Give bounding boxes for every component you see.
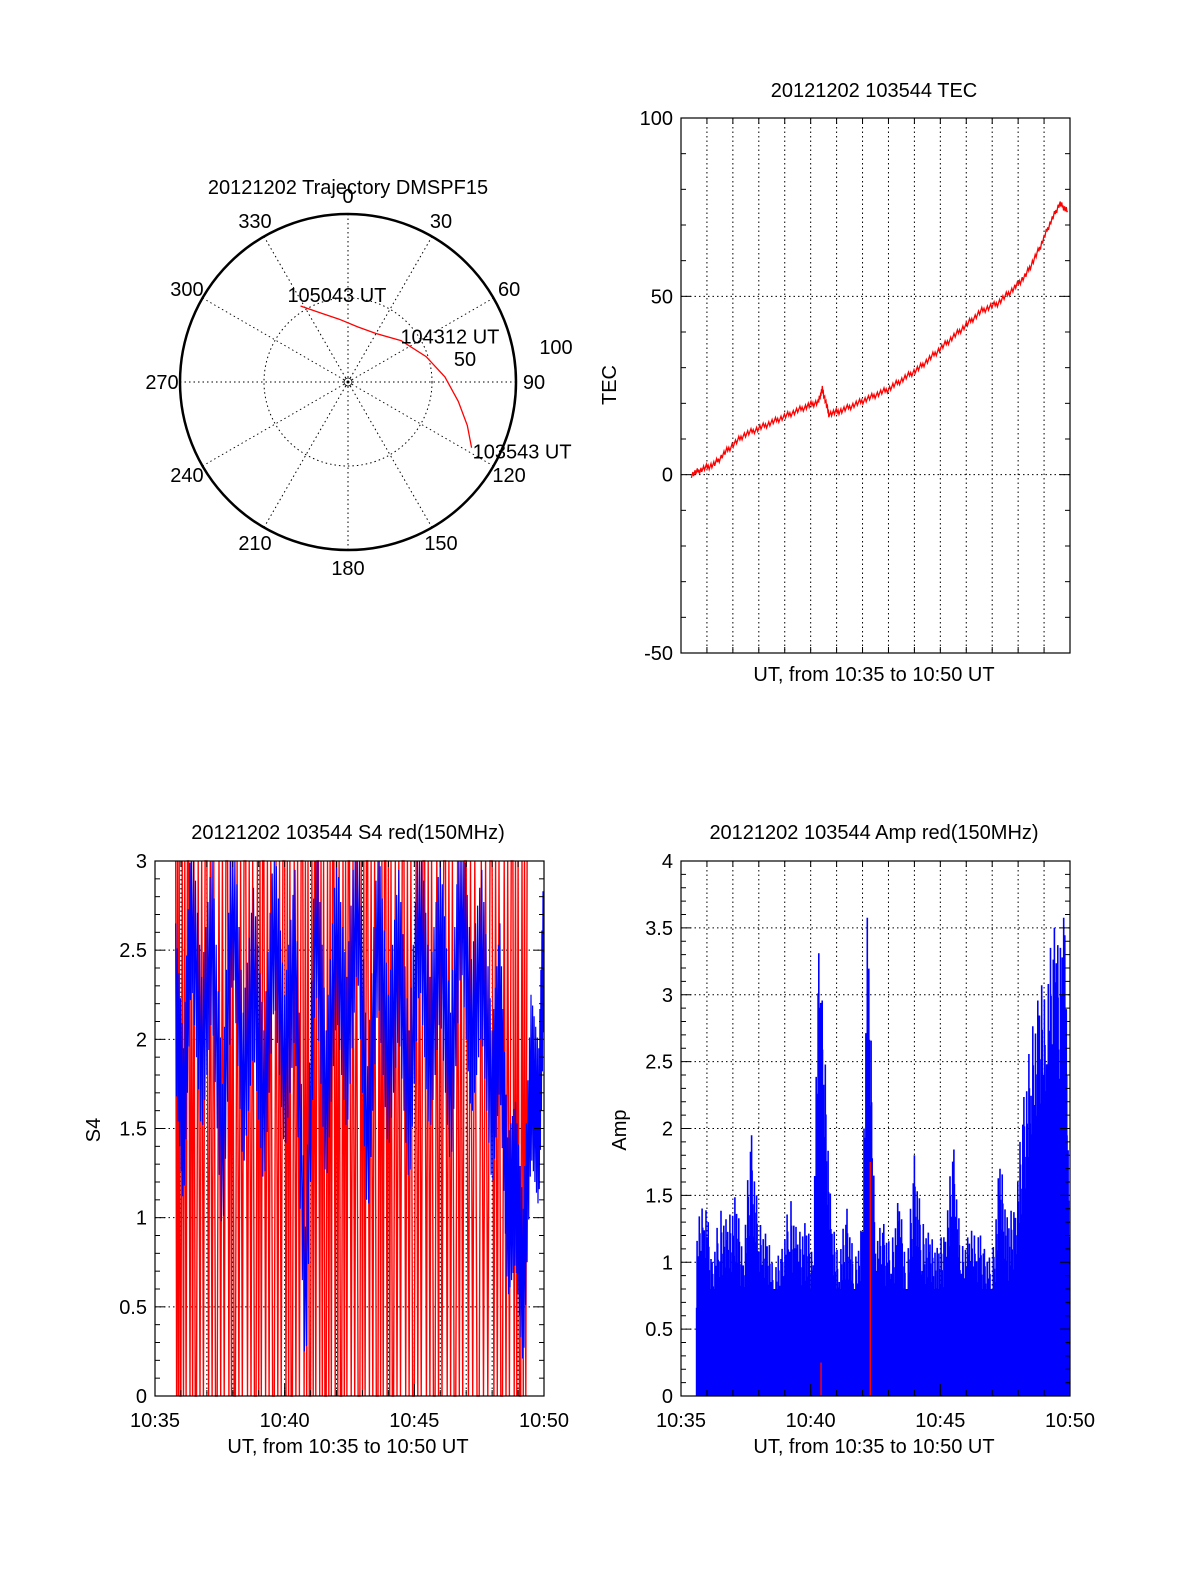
polar-ring-mid xyxy=(263,297,433,467)
azimuth-label-90: 90 xyxy=(523,372,545,394)
amp-ytick-label-1: 3.5 xyxy=(645,918,673,940)
s4-y-axis-label: S4 xyxy=(83,1118,105,1142)
tec-ytick-label-0: 100 xyxy=(640,108,673,130)
s4-ytick-label-6: 0 xyxy=(136,1386,147,1408)
s4-panel: 20121202 103544 S4 red(150MHz) 3 2.5 2 1.5 1… xyxy=(83,822,569,1458)
polar-spoke-30 xyxy=(347,236,433,383)
amp-ytick-label-7: 0.5 xyxy=(645,1319,673,1341)
azimuth-label-210: 210 xyxy=(238,533,271,555)
trajectory-panel: 20121202 Trajectory DMSPF15 0 30 60 90 120 15… xyxy=(145,177,572,580)
s4-xtick-label-3: 10:50 xyxy=(519,1410,569,1432)
azimuth-label-120: 120 xyxy=(492,465,525,487)
amp-ytick-label-6: 1 xyxy=(662,1252,673,1274)
amp-ytick-label-3: 2.5 xyxy=(645,1052,673,1074)
amp-xtick-label-2: 10:45 xyxy=(915,1410,965,1432)
s4-ytick-label-0: 3 xyxy=(136,851,147,873)
amp-ticks xyxy=(680,860,1071,1397)
tec-grid xyxy=(681,118,1070,653)
polar-grid xyxy=(180,214,516,550)
s4-ytick-label-2: 2 xyxy=(136,1029,147,1051)
s4-x-tick-labels: 10:35 10:40 10:45 10:50 xyxy=(130,1410,569,1432)
amp-ytick-label-0: 4 xyxy=(662,851,673,873)
amp-x-axis-label: UT, from 10:35 to 10:50 UT xyxy=(753,1436,994,1458)
polar-spoke-120 xyxy=(347,381,494,467)
polar-spoke-210 xyxy=(263,381,349,528)
amp-y-axis-label: Amp xyxy=(609,1109,631,1150)
amp-x-tick-labels: 10:35 10:40 10:45 10:50 xyxy=(656,1410,1095,1432)
s4-ytick-label-3: 1.5 xyxy=(119,1119,147,1141)
tec-y-axis-label: TEC xyxy=(599,365,621,405)
amp-y-tick-labels: 4 3.5 3 2.5 2 1.5 1 0.5 0 xyxy=(645,851,673,1408)
s4-ytick-label-5: 0.5 xyxy=(119,1297,147,1319)
amp-xtick-label-0: 10:35 xyxy=(656,1410,706,1432)
tec-title: 20121202 103544 TEC xyxy=(771,80,977,102)
azimuth-label-0: 0 xyxy=(342,186,353,208)
amp-series xyxy=(695,917,1071,1396)
radial-labels: 50 100 xyxy=(454,337,573,371)
radial-label-50: 50 xyxy=(454,349,476,371)
amp-panel: 20121202 103544 Amp red(150MHz) 4 3.5 3 2.5… xyxy=(609,822,1095,1458)
polar-spoke-60 xyxy=(347,297,494,383)
s4-title: 20121202 103544 S4 red(150MHz) xyxy=(191,822,505,844)
polar-spoke-240 xyxy=(202,381,349,467)
tec-y-tick-labels: 100 50 0 -50 xyxy=(640,108,673,665)
amp-ytick-label-5: 1.5 xyxy=(645,1185,673,1207)
amp-title: 20121202 103544 Amp red(150MHz) xyxy=(709,822,1038,844)
polar-spoke-300 xyxy=(202,297,349,383)
azimuth-label-270: 270 xyxy=(145,372,178,394)
s4-xtick-label-1: 10:40 xyxy=(260,1410,310,1432)
trajectory-time-label-1: 104312 UT xyxy=(400,326,499,348)
tec-ytick-label-2: 0 xyxy=(662,465,673,487)
tec-panel: 20121202 103544 TEC 100 50 0 -50 TEC UT, fr… xyxy=(599,80,1071,686)
amp-ytick-label-2: 3 xyxy=(662,985,673,1007)
polar-spoke-330 xyxy=(263,236,349,383)
amp-xtick-label-3: 10:50 xyxy=(1045,1410,1095,1432)
azimuth-label-300: 300 xyxy=(170,279,203,301)
s4-xtick-label-2: 10:45 xyxy=(389,1410,439,1432)
tec-ytick-label-3: -50 xyxy=(644,643,673,665)
tec-ytick-label-1: 50 xyxy=(651,286,673,308)
radial-label-100: 100 xyxy=(539,337,572,359)
s4-series-blue xyxy=(175,860,545,1359)
s4-ytick-label-1: 2.5 xyxy=(119,940,147,962)
tec-series-line xyxy=(690,201,1069,479)
amp-ytick-label-4: 2 xyxy=(662,1119,673,1141)
tec-plot-frame xyxy=(680,117,1071,654)
polar-center xyxy=(343,377,353,387)
azimuth-label-180: 180 xyxy=(331,558,364,580)
azimuth-label-330: 330 xyxy=(238,211,271,233)
s4-ticks xyxy=(154,860,545,1397)
trajectory-time-label-2: 103543 UT xyxy=(473,442,572,464)
s4-xtick-label-0: 10:35 xyxy=(130,1410,180,1432)
amp-series-blue-base xyxy=(696,1289,1070,1396)
azimuth-label-240: 240 xyxy=(170,465,203,487)
trajectory-annotations: 105043 UT 104312 UT 103543 UT xyxy=(287,285,571,464)
s4-ytick-label-4: 1 xyxy=(136,1208,147,1230)
s4-series xyxy=(175,860,545,1397)
polar-spoke-150 xyxy=(347,381,433,528)
azimuth-label-30: 30 xyxy=(430,211,452,233)
s4-y-tick-labels: 3 2.5 2 1.5 1 0.5 0 xyxy=(119,851,147,1408)
tec-x-axis-label: UT, from 10:35 to 10:50 UT xyxy=(753,664,994,686)
tec-ticks xyxy=(681,117,1070,654)
azimuth-label-150: 150 xyxy=(424,533,457,555)
trajectory-title: 20121202 Trajectory DMSPF15 xyxy=(208,177,488,199)
s4-x-axis-label: UT, from 10:35 to 10:50 UT xyxy=(227,1436,468,1458)
azimuth-labels: 0 30 60 90 120 150 180 210 240 270 300 330 xyxy=(145,186,545,580)
amp-ytick-label-8: 0 xyxy=(662,1386,673,1408)
polar-outer-ring xyxy=(178,212,518,552)
azimuth-label-60: 60 xyxy=(498,279,520,301)
amp-xtick-label-1: 10:40 xyxy=(786,1410,836,1432)
trajectory-time-label-0: 105043 UT xyxy=(287,285,386,307)
trajectory-trace xyxy=(300,305,473,448)
